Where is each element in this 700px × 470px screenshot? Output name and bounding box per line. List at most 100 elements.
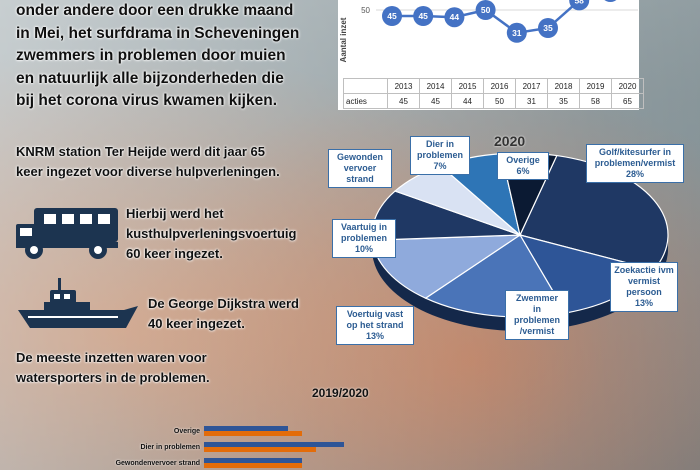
table-year-cell: 2014: [419, 78, 452, 94]
callout-line: vervoer: [343, 163, 377, 173]
data-label: 44: [450, 12, 460, 22]
bar: [204, 431, 302, 436]
table-year-cell: 2015: [451, 78, 484, 94]
intro-line: onder andere door een drukke maand: [16, 2, 294, 19]
intro-paragraph: onder andere door een drukke maand in Me…: [16, 0, 346, 113]
station-paragraph: KNRM station Ter Heijde werd dit jaar 65…: [16, 142, 280, 182]
data-point: [569, 0, 590, 11]
callout-line: op het strand: [346, 320, 404, 330]
pie-callout-dier: Dier in problemen 7%: [410, 136, 470, 175]
table-header-row: 2013 2014 2015 2016 2017 2018 2019 2020: [343, 78, 644, 94]
callout-line: 10%: [354, 244, 373, 254]
pie-callout-voertuig: Voertuig vast op het strand 13%: [336, 306, 414, 345]
watersport-paragraph: De meeste inzetten waren voor watersport…: [16, 348, 210, 388]
rescue-truck-icon: [16, 208, 118, 259]
bar: [204, 463, 302, 468]
callout-line: Voertuig vast: [346, 309, 404, 319]
table-value-cell: 35: [547, 93, 580, 109]
data-label: 58: [574, 0, 584, 5]
table-value-cell: 58: [579, 93, 612, 109]
table-year-cell: 2016: [483, 78, 516, 94]
bar-category-label: Overige: [173, 428, 200, 435]
bar-chart: [204, 426, 344, 468]
text-line: keer ingezet voor diverse hulpverleninge…: [16, 164, 280, 179]
table-value-cell: 50: [483, 93, 516, 109]
data-point: [475, 0, 496, 20]
data-label: 31: [512, 28, 522, 38]
callout-line: problemen: [340, 233, 387, 243]
text-line: KNRM station Ter Heijde werd dit jaar 65: [16, 144, 265, 159]
rescue-boat-icon: [18, 278, 138, 328]
pie-callout-zwemmer: Zwemmer in problemen /vermist: [505, 290, 569, 340]
table-year-cell: 2017: [515, 78, 548, 94]
table-year-cell: 2019: [579, 78, 612, 94]
data-label: 45: [387, 11, 397, 21]
bar-chart-title: 2019/2020: [312, 386, 369, 400]
bar: [204, 426, 288, 431]
callout-line: 13%: [634, 298, 653, 308]
pie-callout-vaartuig: Vaartuig in problemen 10%: [332, 219, 396, 258]
y-tick-label: 50: [361, 6, 370, 15]
data-point: [604, 0, 617, 2]
intro-line: en natuurlijk alle bijzonderheden die: [16, 69, 284, 87]
pie-slice: [519, 154, 669, 271]
text-line: watersporters in de problemen.: [16, 370, 210, 385]
data-label: 35: [543, 23, 553, 33]
pie-callout-zoekactie: Zoekactie ivm vermist persoon 13%: [610, 262, 678, 312]
table-corner-cell: [343, 78, 388, 94]
callout-line: problemen: [513, 315, 560, 325]
bar: [204, 442, 344, 447]
data-point: [382, 6, 402, 26]
y-axis-label: Aantal inzet: [339, 17, 348, 62]
table-value-cell: 65: [611, 93, 644, 109]
table-year-cell: 2013: [387, 78, 420, 94]
boat-paragraph: De George Dijkstra werd 40 keer ingezet.: [148, 294, 299, 334]
callout-line: Golf/kitesurfer in: [598, 147, 671, 157]
data-point: [413, 6, 434, 26]
bar: [204, 447, 316, 452]
table-year-cell: 2018: [547, 78, 580, 94]
intro-line: zwemmers in problemen door muien: [16, 47, 286, 64]
bar-category-label: Gewondenvervoer strand: [115, 460, 200, 467]
callout-line: Zoekactie ivm: [614, 265, 674, 275]
pie-chart-title: 2020: [494, 133, 526, 149]
table-value-cell: 45: [387, 93, 420, 109]
bar-category-label: Dier in problemen: [140, 444, 200, 451]
callout-line: Vaartuig in: [340, 222, 387, 232]
table-year-cell: 2020: [611, 78, 644, 94]
table-row: acties 45 45 44 50 31 35 58 65: [343, 93, 644, 109]
text-line: 60 keer ingezet.: [126, 246, 223, 261]
callout-line: Overige: [506, 155, 540, 165]
data-table: 2013 2014 2015 2016 2017 2018 2019 2020 …: [343, 78, 644, 109]
data-point: [506, 22, 527, 43]
callout-line: strand: [346, 174, 374, 184]
callout-line: problemen: [416, 150, 463, 160]
callout-line: Zwemmer: [515, 293, 559, 303]
text-line: kusthulpverleningsvoertuig: [126, 226, 297, 241]
text-line: 40 keer ingezet.: [148, 316, 245, 331]
text-line: Hierbij werd het: [126, 206, 224, 221]
callout-line: 6%: [516, 166, 530, 176]
callout-line: 13%: [365, 331, 384, 341]
data-point: [538, 18, 558, 38]
table-row-label: acties: [343, 93, 388, 109]
pie-callout-golf: Golf/kitesurfer in problemen/vermist 28%: [586, 144, 684, 183]
callout-line: vermist: [627, 276, 661, 286]
data-label: 45: [418, 11, 428, 21]
data-label: 50: [481, 5, 491, 15]
pie-callout-gewonden: Gewonden vervoer strand: [328, 149, 392, 188]
pie-chart: [371, 152, 669, 331]
table-value-cell: 45: [419, 93, 452, 109]
callout-line: /vermist: [519, 326, 555, 336]
data-point: [444, 7, 465, 28]
table-value-cell: 31: [515, 93, 548, 109]
callout-line: Gewonden: [336, 152, 383, 162]
callout-line: in: [533, 304, 541, 314]
text-line: De meeste inzetten waren voor: [16, 350, 207, 365]
pie-callout-overige: Overige 6%: [497, 152, 549, 180]
callout-line: 28%: [625, 169, 644, 179]
intro-line: bij het corona virus kwamen kijken.: [16, 92, 278, 109]
callout-line: 7%: [433, 161, 447, 171]
bar: [204, 458, 302, 463]
vehicle-paragraph: Hierbij werd het kusthulpverleningsvoert…: [126, 204, 296, 264]
